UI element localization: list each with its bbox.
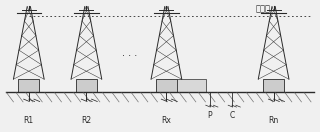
- Text: R1: R1: [24, 116, 34, 125]
- Text: P: P: [207, 111, 212, 120]
- Text: . . .: . . .: [122, 48, 137, 58]
- Bar: [18, 79, 39, 92]
- Bar: [156, 79, 177, 92]
- Text: C: C: [229, 111, 235, 120]
- Text: Rn: Rn: [268, 116, 279, 125]
- Bar: [177, 79, 206, 92]
- Text: R2: R2: [81, 116, 92, 125]
- Bar: [263, 79, 284, 92]
- Text: Rx: Rx: [162, 116, 171, 125]
- Bar: [76, 79, 97, 92]
- Text: 避雷线: 避雷线: [256, 5, 271, 14]
